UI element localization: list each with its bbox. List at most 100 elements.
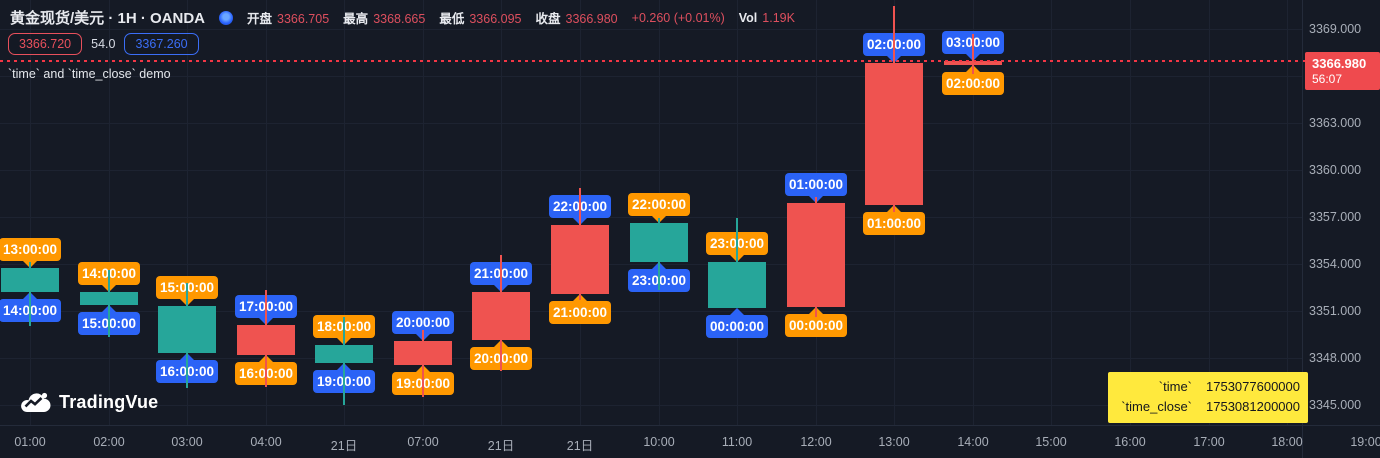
- blue-dot-icon[interactable]: [219, 10, 234, 25]
- grid-hline: [0, 405, 1302, 406]
- time-axis-label: 21日: [487, 439, 515, 453]
- volume-value: 1.19K: [762, 10, 795, 25]
- time-close-label: 01:00:00: [785, 172, 847, 203]
- time-axis-label: 12:00: [800, 435, 832, 449]
- price-badge-blue[interactable]: 3367.260: [124, 33, 199, 55]
- chart-surface[interactable]: 13:00:0014:00:0014:00:0015:00:0015:00:00…: [0, 0, 1302, 425]
- chart-header: 黄金现货/美元 · 1H · OANDA 开盘 3366.705 最高 3368.6…: [10, 7, 795, 28]
- time-axis-label: 16:00: [1114, 435, 1146, 449]
- price-axis-label: 3363.000: [1309, 116, 1362, 130]
- logo-text: TradingVue: [59, 392, 159, 412]
- time-axis[interactable]: 01:00 02:00 03:00 04:00 21日 07:00 21日 21日 10:00 1…: [0, 425, 1380, 458]
- candle-wick: [343, 317, 345, 405]
- grid-hline: [0, 358, 1302, 359]
- price-badge-red[interactable]: 3366.720: [8, 33, 83, 55]
- time-tooltip: `time` 1753077600000 `time_close` 175308…: [1108, 372, 1308, 423]
- candle-wick: [579, 188, 581, 300]
- candle-wick: [815, 197, 817, 318]
- candle-wick: [736, 217, 738, 308]
- volume-readout: Vol 1.19K: [739, 11, 795, 25]
- symbol-title: 黄金现货/美元 · 1H · OANDA: [10, 10, 206, 27]
- time-axis-label: 19:00: [1350, 435, 1380, 449]
- tradingvue-logo: TradingVue: [18, 390, 158, 415]
- grid-vline: [187, 0, 188, 425]
- grid-hline: [0, 217, 1302, 218]
- tooltip-row-time-close: `time_close` 1753081200000: [1112, 397, 1300, 417]
- time-close-label: 20:00:00: [392, 310, 454, 341]
- candle-wick: [658, 217, 660, 290]
- legend-mid-value: 54.0: [91, 37, 116, 51]
- time-axis-border: [0, 425, 1380, 426]
- time-axis-label: 15:00: [1035, 435, 1067, 449]
- grid-layer: [0, 0, 1302, 425]
- grid-hline: [0, 170, 1302, 171]
- grid-vline: [1051, 0, 1052, 425]
- grid-vline: [737, 0, 738, 425]
- time-label: 13:00:00: [0, 237, 61, 268]
- tooltip-time-close-label: `time_close`: [1121, 399, 1192, 414]
- high-label: 最高: [343, 12, 369, 26]
- time-axis-label: 21日: [566, 439, 594, 453]
- time-axis-label: 14:00: [957, 435, 989, 449]
- time-label: 00:00:00: [785, 307, 847, 338]
- price-axis-label: 3351.000: [1309, 304, 1362, 318]
- grid-vline: [344, 0, 345, 425]
- volume-label: Vol: [738, 10, 758, 25]
- grid-hline: [0, 264, 1302, 265]
- tooltip-row-time: `time` 1753077600000: [1112, 377, 1300, 397]
- time-label: 22:00:00: [628, 193, 690, 224]
- candle-wick: [500, 255, 502, 372]
- time-axis-label: 17:00: [1193, 435, 1225, 449]
- tooltip-time-value: 1753077600000: [1206, 379, 1300, 394]
- bar-countdown: 56:07: [1312, 72, 1343, 86]
- time-axis-label: 07:00: [407, 435, 439, 449]
- time-axis-label: 04:00: [250, 435, 282, 449]
- price-axis-label: 3345.000: [1309, 398, 1362, 412]
- candle-wick: [186, 282, 188, 388]
- time-axis-label: 03:00: [171, 435, 203, 449]
- low-value: 3366.095: [469, 12, 522, 26]
- grid-hline: [0, 311, 1302, 312]
- current-price-line: [0, 60, 1307, 62]
- grid-vline: [109, 0, 110, 425]
- time-axis-label: 18:00: [1271, 435, 1303, 449]
- candle-wick: [265, 289, 267, 387]
- open-label: 开盘: [247, 12, 273, 26]
- price-axis-label: 3357.000: [1309, 210, 1362, 224]
- open-readout: 开盘 3366.705: [247, 8, 329, 27]
- grid-hline: [0, 76, 1302, 77]
- close-value: 3366.980: [565, 12, 618, 26]
- time-axis-label: 11:00: [721, 435, 753, 449]
- grid-vline: [30, 0, 31, 425]
- grid-vline: [1287, 0, 1288, 425]
- price-axis-border: [1302, 0, 1303, 458]
- candle-wick: [29, 261, 31, 326]
- high-readout: 最高 3368.665: [343, 8, 425, 27]
- close-label: 收盘: [535, 12, 561, 26]
- grid-hline: [0, 123, 1302, 124]
- legend-row: 3366.720 54.0 3367.260: [8, 33, 199, 55]
- open-value: 3366.705: [277, 12, 330, 26]
- price-axis-label: 3354.000: [1309, 257, 1362, 271]
- grid-vline: [266, 0, 267, 425]
- time-axis-label: 13:00: [878, 435, 910, 449]
- grid-hline: [0, 29, 1302, 30]
- low-label: 最低: [439, 12, 465, 26]
- candle-wick: [893, 6, 895, 213]
- time-label: 02:00:00: [942, 65, 1004, 95]
- time-label: 01:00:00: [863, 205, 925, 236]
- low-readout: 最低 3366.095: [439, 8, 521, 27]
- price-axis-label: 3360.000: [1309, 163, 1362, 177]
- change-value: +0.260 (+0.01%): [631, 10, 725, 25]
- candle-wick: [972, 34, 974, 75]
- tooltip-time-label: `time`: [1158, 379, 1192, 394]
- time-axis-label: 10:00: [643, 435, 675, 449]
- time-axis-label: 01:00: [14, 435, 46, 449]
- tooltip-time-close-value: 1753081200000: [1206, 399, 1300, 414]
- candle-wick: [422, 329, 424, 398]
- grid-vline: [1130, 0, 1131, 425]
- grid-vline: [973, 0, 974, 425]
- cloud-logo-icon: [21, 392, 51, 413]
- demo-subtitle: `time` and `time_close` demo: [8, 67, 171, 81]
